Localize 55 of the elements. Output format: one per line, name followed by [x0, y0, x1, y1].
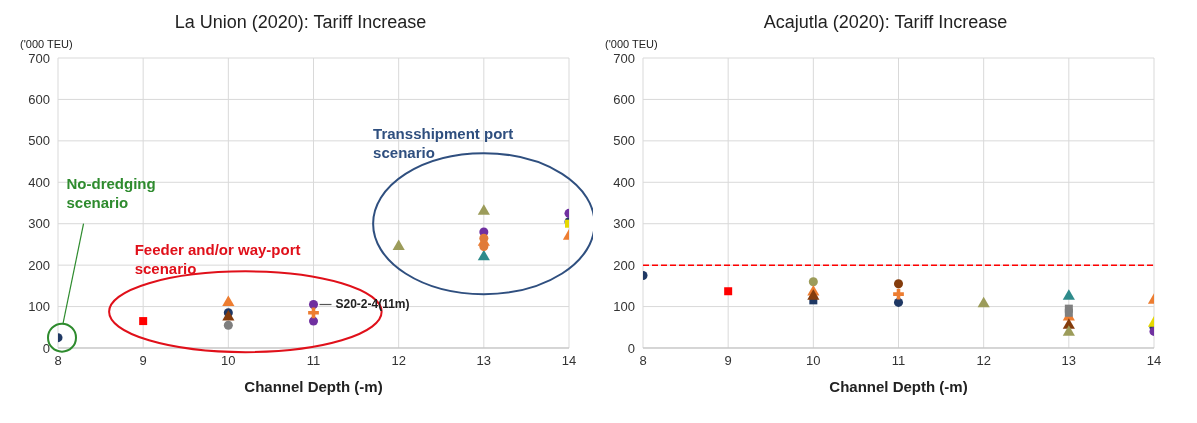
y-tick-label: 400 — [613, 174, 635, 190]
point — [392, 239, 405, 251]
point — [808, 277, 818, 287]
point — [1064, 308, 1073, 317]
x-axis-title: Channel Depth (-m) — [829, 378, 968, 395]
x-tick-label: 10 — [221, 353, 236, 369]
point — [1062, 289, 1075, 300]
point — [477, 204, 490, 215]
x-tick-label: 8 — [54, 353, 62, 369]
y-tick-label: 400 — [28, 174, 50, 190]
x-tick-label: 9 — [724, 353, 732, 369]
y-axis-title: ('000 TEU) — [605, 38, 658, 50]
annotation: Transshipment port scenario — [373, 124, 515, 163]
annotation: No-dredging scenario — [66, 174, 157, 212]
x-tick-label: 12 — [976, 353, 991, 369]
x-tick-label: 13 — [476, 353, 492, 369]
x-tick-label: 8 — [639, 353, 647, 369]
y-tick-label: 300 — [28, 216, 50, 232]
y-tick-label: 0 — [627, 340, 635, 356]
x-tick-label: 13 — [1061, 353, 1077, 369]
y-tick-label: 700 — [28, 50, 50, 66]
point — [1062, 325, 1075, 336]
x-tick-label: 10 — [806, 353, 821, 369]
point — [893, 279, 904, 289]
x-tick-label: 12 — [391, 353, 406, 369]
x-tick-label: 11 — [306, 353, 321, 369]
y-axis-title: ('000 TEU) — [20, 38, 73, 50]
point — [477, 249, 490, 261]
y-tick-label: 0 — [42, 340, 50, 356]
x-tick-label: 14 — [561, 353, 577, 369]
x-tick-label: 11 — [891, 353, 906, 369]
point — [223, 320, 233, 330]
y-tick-label: 200 — [613, 257, 635, 273]
x-tick-label: 9 — [139, 353, 147, 369]
x-axis-title: Channel Depth (-m) — [244, 378, 383, 395]
chart-title: La Union (2020): Tariff Increase — [173, 12, 428, 33]
y-tick-label: 200 — [28, 257, 50, 273]
y-tick-label: 600 — [28, 92, 50, 108]
y-tick-label: 100 — [613, 299, 635, 315]
point — [139, 317, 148, 326]
point — [308, 307, 319, 319]
y-tick-label: 300 — [613, 216, 635, 232]
chart-title: Acajutla (2020): Tariff Increase — [762, 12, 1009, 33]
y-tick-label: 600 — [613, 92, 635, 108]
point — [893, 288, 904, 300]
x-tick-label: 14 — [1146, 353, 1162, 369]
y-tick-label: 100 — [28, 299, 50, 315]
point — [977, 296, 990, 308]
y-tick-label: 500 — [613, 133, 635, 149]
point — [724, 287, 733, 296]
y-tick-label: 500 — [28, 133, 50, 149]
annotation: Feeder and/or way-port scenario — [134, 240, 302, 279]
point — [222, 295, 235, 306]
y-tick-label: 700 — [613, 50, 635, 66]
point — [807, 289, 820, 300]
